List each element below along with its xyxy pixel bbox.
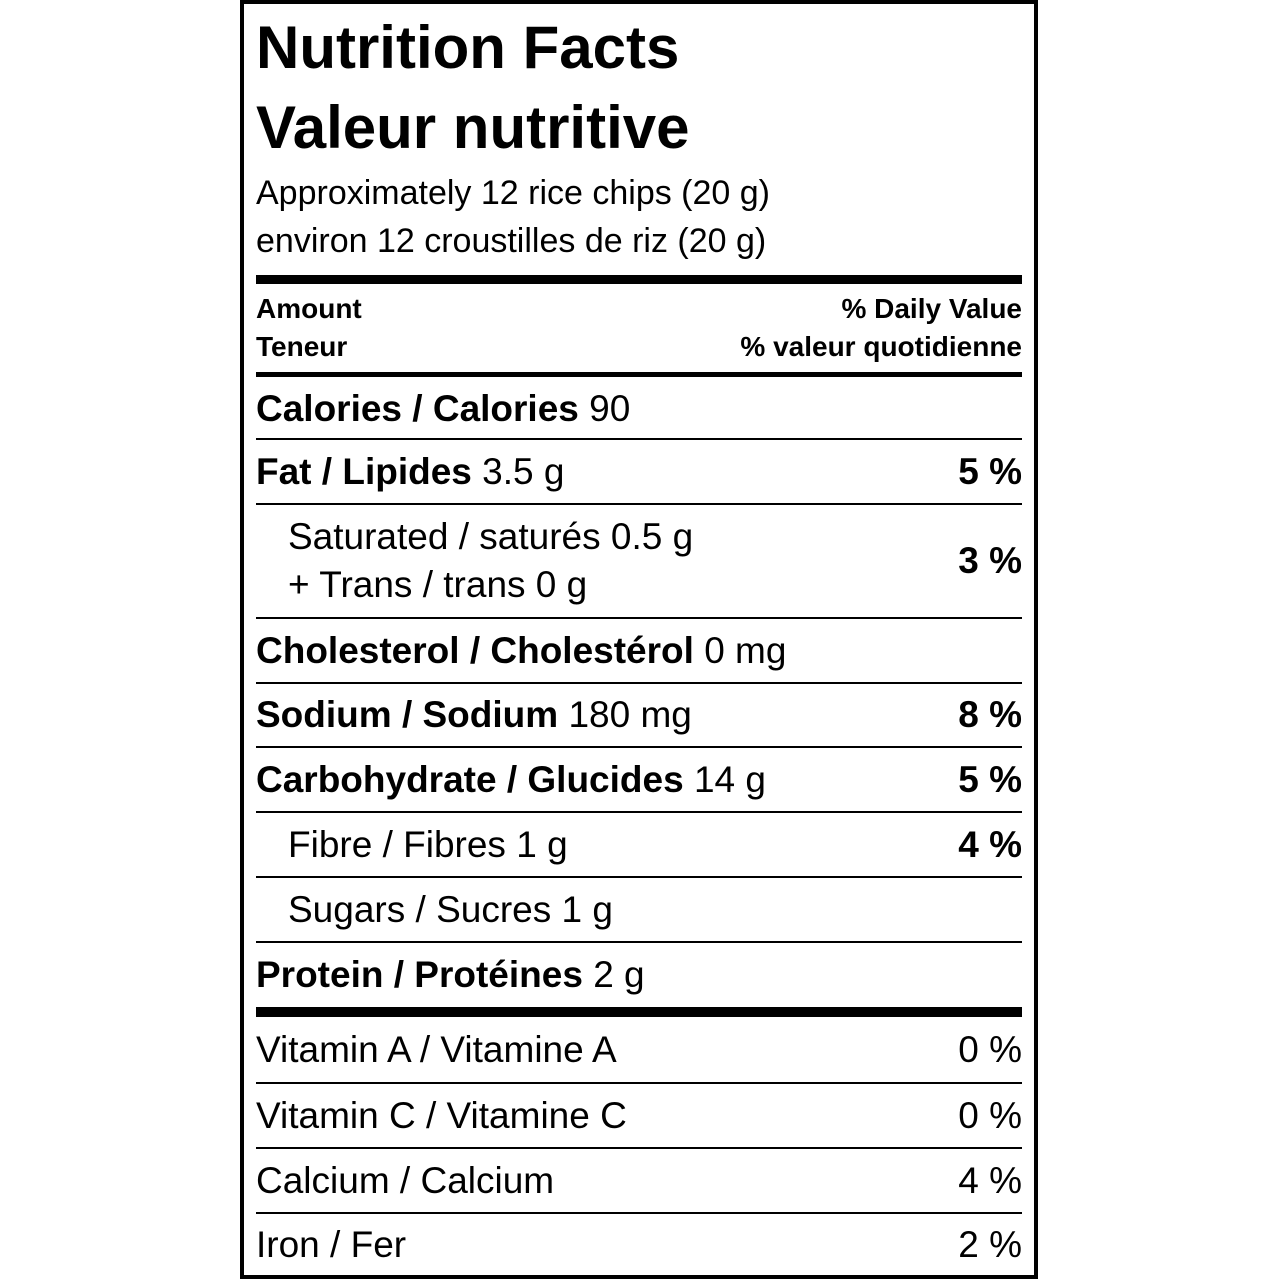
vitamin-row: Vitamin A / Vitamine A 0 % xyxy=(256,1017,1022,1084)
nutrient-row: Sodium / Sodium 180 mg 8 % xyxy=(256,684,1022,748)
daily-value: 0 % xyxy=(958,1028,1022,1070)
serving: Approximately 12 rice chips (20 g) xyxy=(256,174,771,212)
daily-value: 4 % xyxy=(958,823,1022,865)
dv-header-fr: % valeur quotidienne xyxy=(740,331,1022,362)
daily-value: 3 % xyxy=(958,540,1022,581)
nutrient: Protein / Protéines 2 g xyxy=(256,954,645,996)
nutrient-line: + Trans / trans 0 g xyxy=(288,564,588,605)
nutrient-amount: 90 xyxy=(589,388,631,429)
nutrient: Calories / Calories 90 xyxy=(256,388,630,430)
vitamin-label: Vitamin C / Vitamine C xyxy=(256,1094,627,1136)
nutrient-label: Cholesterol / Cholestérol xyxy=(256,629,694,671)
nutrient: Sugars / Sucres 1 g xyxy=(256,889,613,931)
nutrient-row: Carbohydrate / Glucides 14 g 5 % xyxy=(256,748,1022,813)
title: Nutrition Facts xyxy=(256,14,680,81)
nutrient-row: Sugars / Sucres 1 g xyxy=(256,878,1022,943)
title-block: Nutrition Facts Valeur nutritive xyxy=(256,8,1022,168)
serving-fr: environ 12 croustilles de riz (20 g) xyxy=(256,222,767,260)
daily-value: 8 % xyxy=(958,694,1022,735)
nutrient-amount: 1 g xyxy=(516,823,568,865)
vitamin-label: Vitamin A / Vitamine A xyxy=(256,1028,617,1070)
label-border xyxy=(240,0,1038,1279)
nutrient-label: Sugars / Sucres xyxy=(288,888,552,930)
rule xyxy=(256,1007,1022,1017)
nutrient-label: Carbohydrate / Glucides xyxy=(256,758,684,800)
nutrient-row: Saturated / saturés 0.5 g + Trans / trans… xyxy=(256,505,1022,619)
daily-value: 5 % xyxy=(958,450,1022,492)
nutrient-row: Cholesterol / Cholestérol 0 mg xyxy=(256,619,1022,684)
nutrient: Fat / Lipides 3.5 g xyxy=(256,451,564,493)
nutrient-row: Calories / Calories 90 xyxy=(256,380,1022,440)
nutrient-row: Fibre / Fibres 1 g 4 % xyxy=(256,813,1022,878)
serving-block: Approximately 12 rice chips (20 g) envir… xyxy=(256,169,1022,265)
nutrient-row: Protein / Protéines 2 g xyxy=(256,943,1022,1007)
nutrient-amount: 14 g xyxy=(693,758,766,800)
daily-value: 0 % xyxy=(958,1094,1022,1136)
nutrient-rows: Calories / Calories 90 Fat / Lipides 3.5 … xyxy=(256,380,1022,1007)
rule xyxy=(256,372,1022,377)
nutrient-amount: 3.5 g xyxy=(482,450,565,492)
nutrient-amount: 2 g xyxy=(593,954,645,995)
vitamin-label: Calcium / Calcium xyxy=(256,1159,555,1201)
dv-header: % Daily Value xyxy=(841,293,1022,324)
nutrient: Fibre / Fibres 1 g xyxy=(256,824,568,866)
amount-header: Amount xyxy=(256,293,362,324)
daily-value: 4 % xyxy=(958,1159,1022,1201)
daily-value: 2 % xyxy=(958,1224,1022,1265)
nutrient-amount: 180 mg xyxy=(568,694,692,735)
nutrient: Carbohydrate / Glucides 14 g xyxy=(256,759,766,801)
nutrient-label: Protein / Protéines xyxy=(256,954,583,995)
nutrient: Sodium / Sodium 180 mg xyxy=(256,694,692,736)
nutrient-label: Fibre / Fibres xyxy=(288,823,506,865)
nutrient-amount: 0 mg xyxy=(704,629,787,671)
vitamin-row: Iron / Fer 2 % xyxy=(256,1214,1022,1276)
column-header: Amount Teneur % Daily Value % valeur quoti… xyxy=(256,290,1022,366)
nutrient-label: Fat / Lipides xyxy=(256,450,472,492)
title-fr: Valeur nutritive xyxy=(256,94,690,161)
daily-value: 5 % xyxy=(958,758,1022,800)
nutrient-line: Saturated / saturés 0.5 g xyxy=(288,516,694,557)
rule xyxy=(256,275,1022,284)
nutrient-row: Fat / Lipides 3.5 g 5 % xyxy=(256,440,1022,505)
nutrient: Saturated / saturés 0.5 g + Trans / trans… xyxy=(256,513,693,609)
nutrient-label: Calories / Calories xyxy=(256,388,579,429)
vitamin-row: Calcium / Calcium 4 % xyxy=(256,1149,1022,1214)
nutrient-label: Sodium / Sodium xyxy=(256,694,559,735)
nutrient-amount: 1 g xyxy=(561,888,613,930)
vitamin-row: Vitamin C / Vitamine C 0 % xyxy=(256,1084,1022,1149)
nutrient: Cholesterol / Cholestérol 0 mg xyxy=(256,630,786,672)
vitamin-label: Iron / Fer xyxy=(256,1224,407,1265)
amount-header-fr: Teneur xyxy=(256,331,348,362)
